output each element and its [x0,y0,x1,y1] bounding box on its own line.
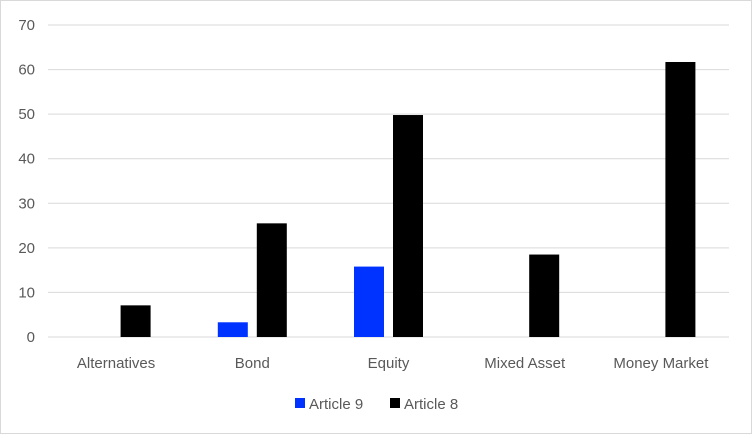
legend-item: Article 9 [295,396,363,413]
x-tick-label: Mixed Asset [484,355,566,372]
y-tick-label: 40 [18,151,35,168]
bar-article-8-alternatives [120,305,151,337]
y-tick-label: 30 [18,195,35,212]
y-tick-label: 50 [18,106,35,123]
x-tick-label: Equity [368,355,410,372]
legend-swatch [390,398,400,408]
gridlines [48,24,729,338]
bar-article-8-money-market [665,61,696,337]
y-tick-label: 10 [18,284,35,301]
legend-label: Article 9 [309,396,363,413]
legend: Article 9 Article 8 [295,396,458,413]
bar-article-9-equity [354,266,384,337]
x-tick-label: Bond [235,355,270,372]
bars [120,61,696,337]
y-tick-label: 60 [18,62,35,79]
legend-item: Article 8 [390,396,458,413]
bar-article-8-bond [256,223,287,337]
x-axis-tick-labels: Alternatives Bond Equity Mixed Asset Money M… [77,355,709,372]
y-tick-label: 70 [18,17,35,34]
y-tick-label: 0 [27,329,35,346]
bar-article-9-bond [217,322,248,337]
bar-article-8-mixed-asset [529,254,560,337]
x-tick-label: Money Market [613,355,709,372]
y-axis-tick-labels: 0 10 20 30 40 50 60 70 [18,17,35,346]
legend-label: Article 8 [404,396,458,413]
legend-swatch [295,398,305,408]
x-tick-label: Alternatives [77,355,155,372]
bar-article-8-equity [393,115,423,337]
y-tick-label: 20 [18,240,35,257]
